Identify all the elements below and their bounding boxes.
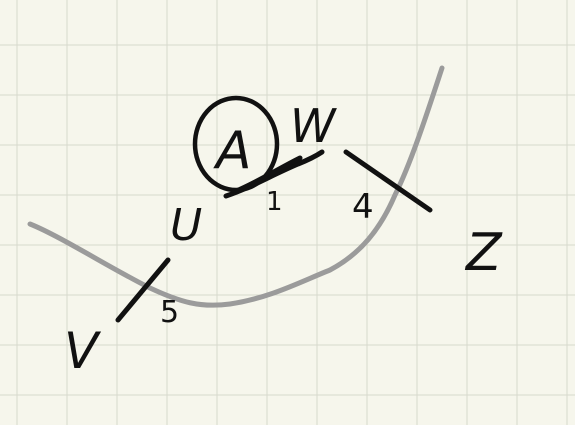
circle-around-a (192, 95, 280, 193)
node-label-w: W (290, 99, 337, 153)
node-label-u: U (170, 200, 202, 251)
circled-label-a: A (213, 121, 252, 181)
node-label-z: Z (464, 223, 503, 283)
edge-w-z (343, 149, 433, 213)
edge-weight-w-z: 4 (352, 187, 374, 227)
edge-weight-v-u: 5 (160, 295, 179, 330)
edge-v-u (115, 257, 171, 323)
edge-weight-u-w: 1 (266, 187, 283, 217)
curve-line (27, 65, 445, 308)
node-label-v: V (64, 322, 102, 380)
